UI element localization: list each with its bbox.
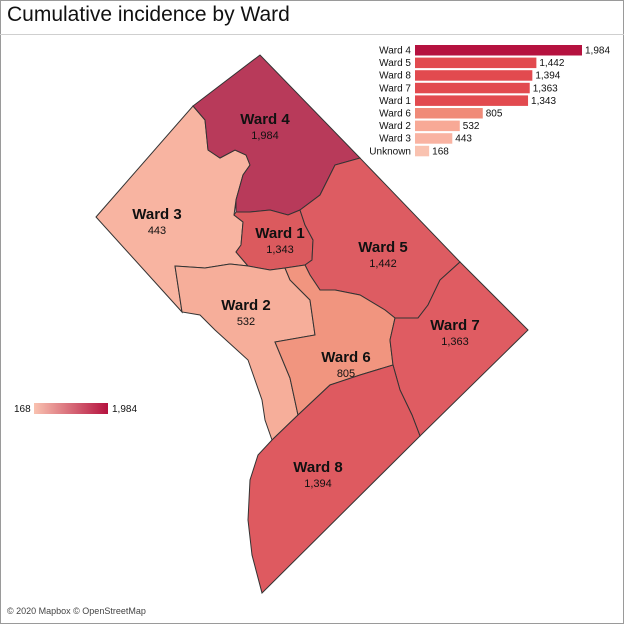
bar-category-label: Ward 8 — [379, 71, 411, 82]
bar[interactable] — [415, 70, 533, 81]
bar-value-label: 1,984 — [585, 46, 610, 57]
page-title: Cumulative incidence by Ward — [7, 3, 290, 26]
bar[interactable] — [415, 57, 537, 69]
ward-4-value: 1,984 — [251, 130, 279, 142]
bar-value-label: 1,442 — [539, 58, 564, 69]
bar-category-label: Ward 7 — [379, 83, 411, 94]
ward-7-value: 1,363 — [441, 336, 469, 348]
bar-value-label: 168 — [432, 146, 449, 157]
bar-category-label: Ward 6 — [379, 109, 411, 120]
ward-3-label: Ward 3 — [132, 206, 181, 223]
bar[interactable] — [415, 133, 453, 144]
ward-8-region[interactable] — [247, 364, 421, 594]
bar-category-label: Ward 1 — [379, 96, 411, 107]
ward-3-value: 443 — [148, 225, 166, 237]
bar-category-label: Ward 3 — [379, 134, 411, 145]
ward-6-label: Ward 6 — [321, 349, 370, 366]
bar-value-label: 805 — [486, 109, 503, 120]
ward-6-value: 805 — [337, 368, 355, 380]
bar-category-label: Unknown — [369, 146, 411, 157]
ward-1-label: Ward 1 — [255, 225, 304, 242]
ward-4-label: Ward 4 — [240, 111, 290, 128]
bar[interactable] — [415, 145, 430, 157]
bar-category-label: Ward 2 — [379, 121, 411, 132]
legend-gradient-bar — [34, 403, 108, 414]
bar-value-label: 443 — [455, 134, 472, 145]
ward-1-value: 1,343 — [266, 244, 294, 256]
bar-value-label: 532 — [463, 121, 480, 132]
title-divider — [0, 34, 624, 35]
bar-category-label: Ward 5 — [379, 58, 411, 69]
ward-5-label: Ward 5 — [358, 239, 407, 256]
map-attribution: © 2020 Mapbox © OpenStreetMap — [7, 606, 146, 616]
ward-2-value: 532 — [237, 316, 255, 328]
ward-8-label: Ward 8 — [293, 459, 342, 476]
ward-7-region[interactable] — [389, 261, 529, 437]
bar[interactable] — [415, 95, 529, 106]
bar[interactable] — [415, 120, 460, 132]
bar-value-label: 1,394 — [535, 71, 560, 82]
ward-8-value: 1,394 — [304, 478, 332, 490]
ward-bar-chart: Ward 4 1,984 Ward 5 1,442 Ward 8 1,394 Ward 7 1… — [369, 45, 610, 157]
bar-value-label: 1,343 — [531, 96, 556, 107]
ward-2-label: Ward 2 — [221, 297, 270, 314]
bar-category-label: Ward 4 — [379, 46, 411, 57]
bar[interactable] — [415, 45, 582, 56]
bar[interactable] — [415, 108, 483, 119]
bar-value-label: 1,363 — [533, 83, 558, 94]
ward-5-value: 1,442 — [369, 258, 397, 270]
legend-min-label: 168 — [14, 404, 31, 415]
legend-max-label: 1,984 — [112, 404, 137, 415]
bar[interactable] — [415, 82, 530, 94]
ward-7-label: Ward 7 — [430, 317, 479, 334]
